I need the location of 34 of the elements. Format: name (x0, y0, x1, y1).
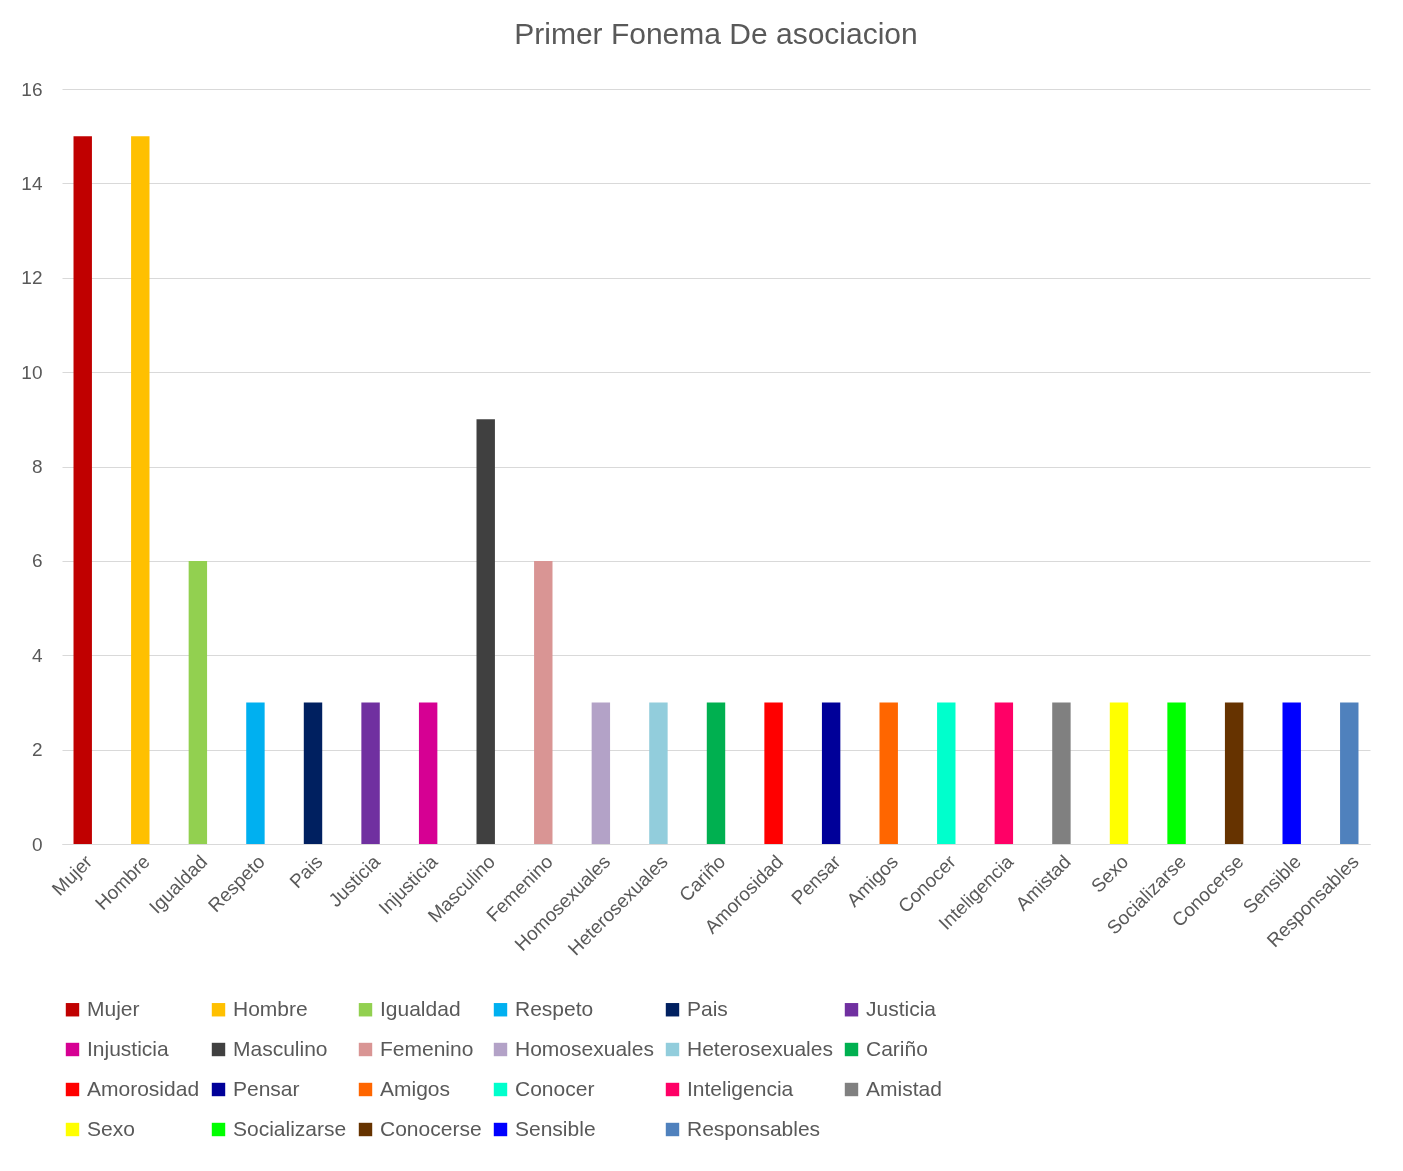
y-tick-label: 0 (31, 833, 43, 855)
legend-label: Cariño (866, 1036, 928, 1060)
legend-label: Amigos (380, 1076, 451, 1100)
y-tick-label: 6 (31, 550, 43, 572)
legend-label: Igualdad (380, 996, 461, 1020)
legend-label: Socializarse (233, 1116, 347, 1140)
x-tick-label: Pais (285, 851, 327, 893)
y-tick-label: 16 (21, 78, 43, 100)
y-tick-label: 8 (31, 456, 43, 477)
legend-label: Homosexuales (515, 1036, 654, 1060)
y-tick-label: 14 (21, 172, 43, 194)
y-tick-label: 12 (21, 267, 43, 289)
y-tick-label: 4 (31, 644, 43, 666)
chart-title: Primer Fonema De asociacion (514, 17, 918, 50)
legend-label: Injusticia (87, 1036, 170, 1060)
legend-label: Inteligencia (687, 1076, 794, 1100)
legend-label: Femenino (380, 1036, 474, 1060)
legend-label: Conocerse (380, 1116, 482, 1140)
legend-label: Amistad (866, 1076, 942, 1100)
legend-label: Justicia (866, 996, 937, 1020)
y-tick-label: 10 (21, 361, 43, 383)
y-tick-label: 2 (31, 739, 43, 761)
legend-label: Mujer (87, 996, 140, 1020)
legend-label: Amorosidad (87, 1076, 200, 1100)
legend-label: Heterosexuales (687, 1036, 833, 1060)
legend-label: Pais (687, 996, 728, 1020)
legend-label: Sexo (87, 1116, 135, 1140)
legend-label: Sensible (515, 1116, 596, 1140)
legend-label: Respeto (515, 996, 594, 1020)
legend-label: Pensar (233, 1076, 300, 1100)
legend-label: Hombre (233, 996, 308, 1020)
legend-label: Conocer (515, 1076, 595, 1100)
legend-label: Masculino (233, 1036, 328, 1060)
legend-label: Responsables (687, 1116, 821, 1140)
